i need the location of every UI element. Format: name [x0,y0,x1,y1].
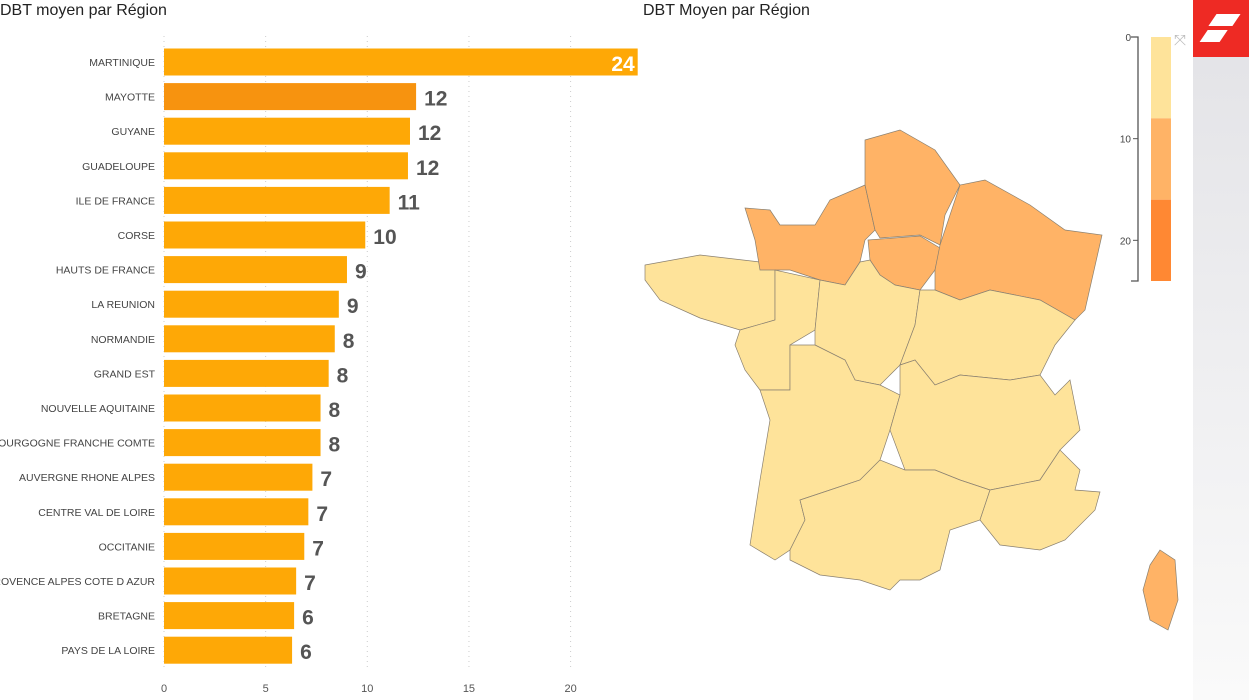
france-region-map: 0 10 20 ⤧ [644,32,1186,631]
data-label: 7 [312,537,324,560]
bar [164,325,335,353]
bar [164,636,293,664]
category-label: AUVERGNE RHONE ALPES [19,472,155,484]
category-label: GUADELOUPE [82,161,155,173]
region-bretagne [644,254,776,331]
x-tick-label: 5 [263,683,269,695]
bar [164,48,638,76]
bar [164,463,313,491]
x-tick-label: 15 [463,683,475,695]
x-tick-label: 0 [161,683,167,695]
legend-tick-label: 0 [1125,33,1131,44]
bar [164,429,321,457]
reset-zoom-icon[interactable]: ⤧ [1174,32,1186,49]
brand-logo [1193,0,1249,57]
data-label: 6 [302,607,314,630]
region-auvergne-rhone-alpes [889,359,1081,491]
data-label: 12 [424,88,447,111]
data-label: 8 [343,330,355,353]
data-label: 9 [355,261,367,284]
category-label: PROVENCE ALPES COTE D AZUR [0,576,155,588]
bar [164,498,309,526]
legend-bin [1151,118,1171,200]
category-label: NOUVELLE AQUITAINE [41,403,155,415]
category-label: ILE DE FRANCE [76,195,155,207]
bar [164,186,390,214]
legend-tick-label: 10 [1120,135,1132,146]
data-label: 7 [304,572,316,595]
x-tick-label: 10 [361,683,373,695]
category-label: LA REUNION [91,299,155,311]
data-label: 24 [611,53,635,76]
bar-chart: 0 5 10 15 20 MARTINIQUE 24 MAYOTTE 12 GUYANE 12 GUA… [0,36,638,695]
region-corse [1142,549,1179,631]
category-label: HAUTS DE FRANCE [56,265,155,277]
bar [164,221,366,249]
bar [164,359,329,387]
category-label: CENTRE VAL DE LOIRE [38,507,155,519]
bar [164,152,408,180]
category-label: GRAND EST [94,368,156,380]
bar-chart-title: DBT moyen par Région [0,2,167,19]
data-label: 10 [373,226,396,249]
bar [164,394,321,422]
data-label: 12 [416,157,439,180]
legend-bin [1151,37,1171,119]
legend-tick-label: 20 [1120,236,1132,247]
region-occitanie [789,459,991,591]
legend-axis [1131,36,1139,282]
category-label: MAYOTTE [105,92,155,104]
data-label: 9 [347,295,359,318]
data-label: 8 [337,364,349,387]
data-label: 8 [329,399,341,422]
bar [164,532,305,560]
region-normandie [744,184,876,286]
data-label: 7 [320,468,332,491]
side-panel [1193,0,1249,700]
bar [164,567,297,595]
category-label: GUYANE [111,126,155,138]
category-label: NORMANDIE [91,334,155,346]
data-label: 6 [300,641,312,664]
category-label: BRETAGNE [98,611,155,623]
data-label: 8 [329,434,341,457]
data-label: 11 [398,191,421,214]
map-title: DBT Moyen par Région [643,2,810,19]
bar [164,83,417,111]
category-label: BOURGOGNE FRANCHE COMTE [0,438,155,450]
category-label: OCCITANIE [99,541,155,553]
bar [164,290,339,318]
x-tick-label: 20 [564,683,576,695]
bar [164,117,410,145]
legend-bin [1151,199,1171,281]
data-label: 12 [418,122,441,145]
data-label: 7 [316,503,328,526]
category-label: CORSE [118,230,155,242]
category-label: PAYS DE LA LOIRE [61,645,155,657]
region-provence-alpes-cote-d-azur [979,449,1101,551]
bar [164,256,347,284]
category-label: MARTINIQUE [89,57,155,69]
bar [164,602,295,630]
